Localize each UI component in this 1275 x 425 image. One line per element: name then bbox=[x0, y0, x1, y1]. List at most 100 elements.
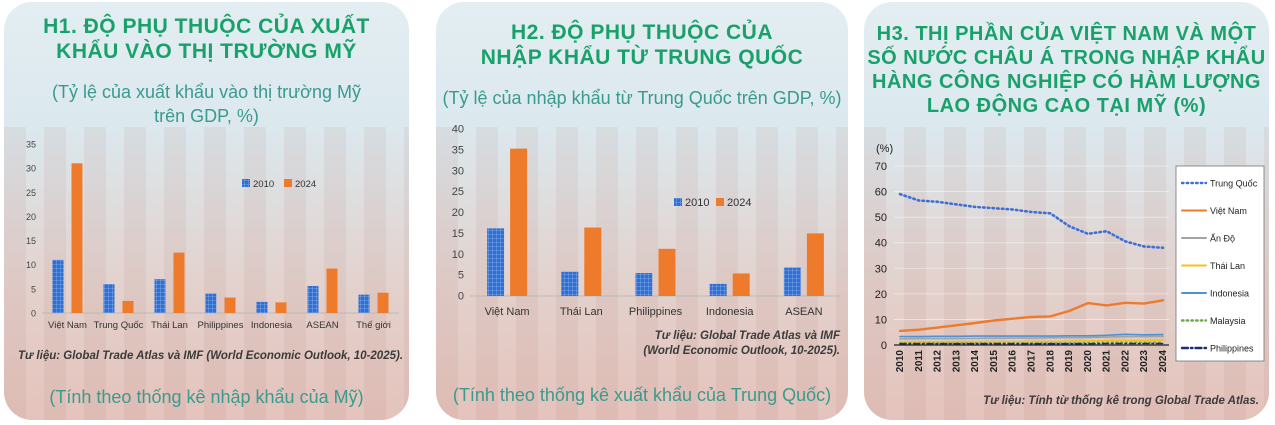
legend: 2010 2024 bbox=[242, 179, 316, 190]
y-tick-label: 40 bbox=[452, 124, 464, 136]
y-tick-label: 5 bbox=[31, 284, 36, 294]
legend-swatch-2010 bbox=[674, 198, 682, 206]
series-line bbox=[899, 333, 1164, 338]
y-tick-label: 10 bbox=[452, 249, 464, 261]
y-tick-label: 40 bbox=[875, 238, 887, 250]
title-line: H1. ĐỘ PHỤ THUỘC CỦA XUẤT bbox=[43, 15, 370, 38]
title-line: KHẨU VÀO THỊ TRƯỜNG MỸ bbox=[56, 40, 357, 63]
chart-title: H3. THỊ PHẦN CỦA VIỆT NAM VÀ MỘT SỐ NƯỚC… bbox=[864, 22, 1269, 118]
y-tick-label: 10 bbox=[26, 260, 36, 270]
note-text: (Tính theo thống kê xuất khẩu của Trung … bbox=[452, 385, 832, 405]
bar-2010 bbox=[709, 283, 727, 296]
y-tick-label: 30 bbox=[452, 165, 464, 177]
y-tick-label: 60 bbox=[875, 187, 887, 199]
legend-label: Ấn Độ bbox=[1210, 234, 1235, 244]
x-category-label: Việt Nam bbox=[485, 306, 530, 318]
x-tick-label: 2024 bbox=[1158, 350, 1169, 373]
title-line: NHẬP KHẨU TỪ TRUNG QUỐC bbox=[480, 46, 804, 69]
y-tick-label: 5 bbox=[458, 270, 464, 282]
y-tick-label: 0 bbox=[458, 291, 464, 303]
legend-label: 2010 bbox=[685, 197, 709, 209]
bar-2024 bbox=[275, 302, 287, 313]
bar-2010 bbox=[358, 294, 370, 313]
y-tick-label: 0 bbox=[31, 309, 36, 319]
legend: Trung Quốc Việt Nam Ấn Độ Thái Lan Indonesia… bbox=[1175, 165, 1265, 362]
y-tick-label: 0 bbox=[881, 340, 887, 352]
line-chart: (%) 0 10 20 30 40 50 60 70 2010 2011 2012 2013 2014 20… bbox=[875, 143, 1265, 373]
title-line: H2. ĐỘ PHỤ THUỘC CỦA bbox=[510, 21, 773, 44]
source-text: Tư liệu: Global Trade Atlas và IMF (Worl… bbox=[18, 350, 404, 362]
bar-2024 bbox=[173, 252, 185, 313]
legend-box bbox=[1175, 165, 1265, 362]
x-tick-label: 2011 bbox=[914, 350, 925, 372]
bar-2024 bbox=[326, 268, 338, 313]
x-category-label: Trung Quốc bbox=[94, 320, 144, 331]
x-tick-label: 2021 bbox=[1102, 350, 1113, 373]
x-tick-label: 2014 bbox=[970, 350, 981, 373]
source-line: Tư liệu: Global Trade Atlas và IMF bbox=[654, 330, 840, 342]
x-category-label: Thái Lan bbox=[151, 320, 188, 331]
title-line: LAO ĐỘNG CAO TẠI MỸ (%) bbox=[926, 95, 1207, 117]
x-tick-label: 2023 bbox=[1139, 350, 1150, 373]
bar-2010 bbox=[635, 273, 653, 296]
panel-h3: H3. THỊ PHẦN CỦA VIỆT NAM VÀ MỘT SỐ NƯỚC… bbox=[864, 2, 1269, 420]
x-tick-label: 2016 bbox=[1008, 350, 1019, 373]
y-tick-label: 30 bbox=[875, 263, 887, 275]
x-tick-label: 2017 bbox=[1027, 350, 1038, 373]
bar-2010 bbox=[561, 271, 579, 296]
legend-label: 2024 bbox=[295, 179, 316, 190]
x-tick-label: 2020 bbox=[1083, 350, 1094, 373]
x-category-label: Thế giới bbox=[356, 320, 391, 331]
panel-h1: H1. ĐỘ PHỤ THUỘC CỦA XUẤT KHẨU VÀO THỊ T… bbox=[4, 2, 409, 420]
y-axis-label: (%) bbox=[876, 143, 893, 155]
source-line: (World Economic Outlook, 10-2025). bbox=[643, 345, 840, 357]
chart-title: H1. ĐỘ PHỤ THUỘC CỦA XUẤT KHẨU VÀO THỊ T… bbox=[4, 14, 409, 64]
title-line: SỐ NƯỚC CHÂU Á TRONG NHẬP KHẨU bbox=[867, 47, 1266, 69]
bar-2024 bbox=[658, 248, 676, 296]
y-tick-label: 30 bbox=[26, 164, 36, 174]
y-tick-label: 70 bbox=[875, 161, 887, 173]
bar-2024 bbox=[71, 163, 83, 313]
source-text: Tư liệu: Tính từ thống kê trong Global T… bbox=[983, 395, 1259, 407]
series-line bbox=[898, 192, 1165, 250]
x-tick-label: 2013 bbox=[951, 350, 962, 373]
bar-2024 bbox=[806, 233, 824, 296]
bar-2024 bbox=[224, 297, 236, 313]
legend-label: Thái Lan bbox=[1210, 261, 1245, 271]
legend-swatch-2024 bbox=[716, 198, 724, 206]
y-tick-label: 20 bbox=[452, 207, 464, 219]
x-category-label: ASEAN bbox=[306, 320, 338, 331]
x-category-label: Việt Nam bbox=[48, 320, 87, 331]
note-text: (Tính theo thống kê nhập khẩu của Mỹ) bbox=[49, 387, 364, 407]
title-line: HÀNG CÔNG NGHIỆP CÓ HÀM LƯỢNG bbox=[872, 71, 1261, 93]
y-tick-label: 15 bbox=[26, 236, 36, 246]
y-tick-label: 35 bbox=[452, 144, 464, 156]
x-category-label: Philippines bbox=[198, 320, 244, 331]
y-tick-label: 50 bbox=[875, 212, 887, 224]
bar-2010 bbox=[154, 279, 166, 313]
legend: 2010 2024 bbox=[674, 197, 751, 209]
legend-label: Trung Quốc bbox=[1210, 179, 1258, 189]
bar-2010 bbox=[52, 259, 64, 313]
bar-2024 bbox=[732, 273, 750, 296]
bar-chart: 0 5 10 15 20 25 30 35 40 Việt Nam Thái Lan Philippi… bbox=[452, 124, 841, 318]
y-tick-label: 25 bbox=[452, 186, 464, 198]
bar-2010 bbox=[256, 301, 268, 313]
panel-h2: H2. ĐỘ PHỤ THUỘC CỦA NHẬP KHẨU TỪ TRUNG … bbox=[436, 2, 848, 420]
y-tick-label: 10 bbox=[875, 314, 887, 326]
legend-label: 2010 bbox=[253, 179, 274, 190]
legend-label: Malaysia bbox=[1210, 316, 1246, 326]
x-tick-label: 2019 bbox=[1064, 350, 1075, 373]
legend-label: Philippines bbox=[1210, 344, 1254, 354]
bar-2010 bbox=[783, 267, 801, 296]
subtitle-line: trên GDP, %) bbox=[154, 106, 259, 126]
series-line bbox=[899, 335, 1164, 340]
title-line: H3. THỊ PHẦN CỦA VIỆT NAM VÀ MỘT bbox=[876, 23, 1257, 45]
x-tick-label: 2022 bbox=[1120, 350, 1131, 373]
y-tick-label: 15 bbox=[452, 228, 464, 240]
bar-chart: 0 5 10 15 20 25 30 35 Việt Nam Trung Quốc Thái Lan… bbox=[26, 140, 399, 331]
x-tick-label: 2012 bbox=[933, 350, 944, 373]
subtitle-line: (Tỷ lệ của nhập khẩu từ Trung Quốc trên … bbox=[442, 88, 842, 108]
series-line bbox=[898, 299, 1165, 333]
x-category-label: Philippines bbox=[629, 306, 683, 318]
